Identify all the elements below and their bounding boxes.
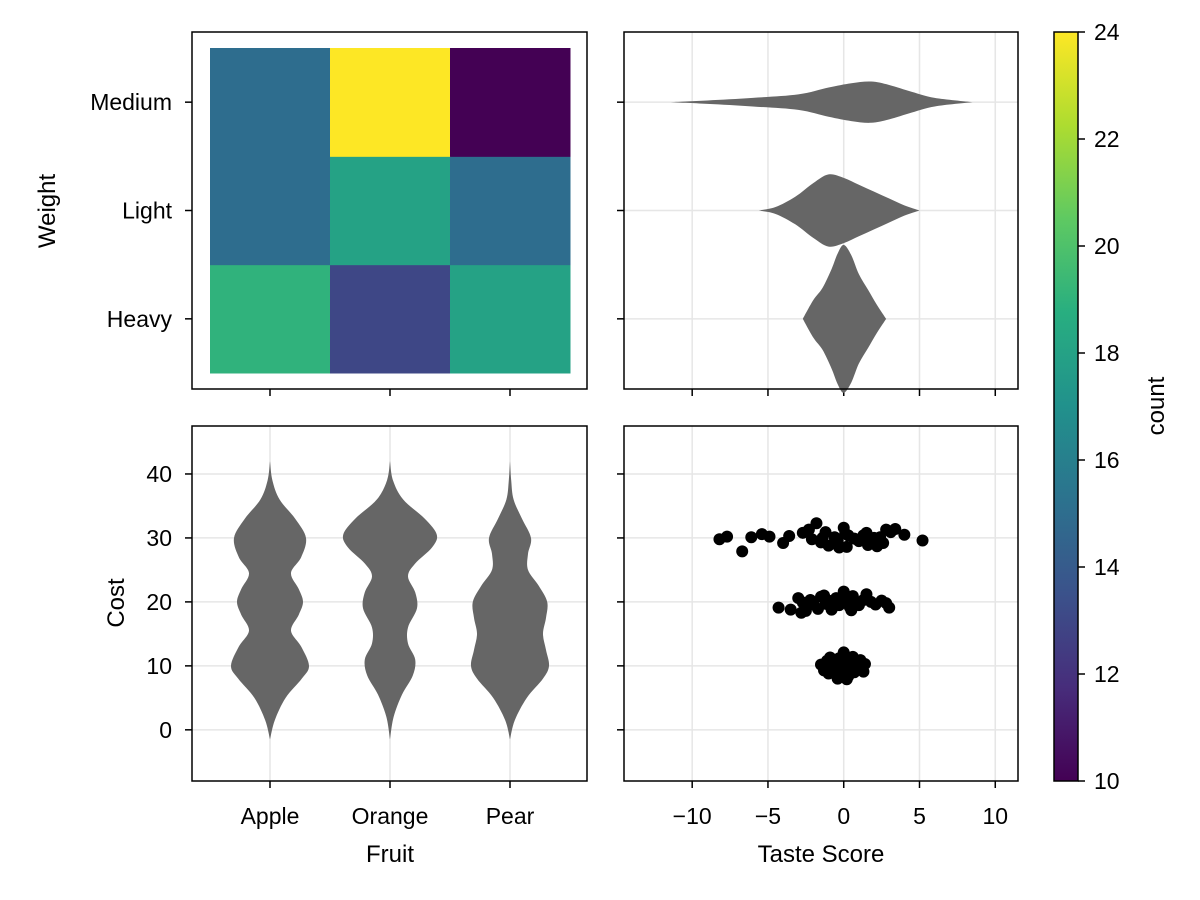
y-tick-label-heavy: Heavy	[107, 306, 173, 332]
x-tick-label: −10	[673, 803, 712, 829]
scatter-point	[810, 517, 823, 530]
cost-axis-label: Cost	[103, 578, 130, 628]
y-tick-label-light: Light	[122, 198, 172, 224]
scatter-point	[858, 657, 871, 670]
scatter-point	[783, 530, 796, 543]
scatter-point	[831, 672, 844, 685]
scatter-frame	[623, 425, 1019, 782]
horizontal-violin-frame	[623, 31, 1019, 390]
x-tick-label-orange: Orange	[352, 803, 429, 829]
vertical-violin-panel: 0 10 20 30 40 Apple Orange Pear	[146, 425, 588, 829]
scatter-point	[805, 533, 818, 546]
scatter-point	[736, 545, 749, 558]
x-tick-label-pear: Pear	[486, 803, 535, 829]
colorbar-tick-label: 20	[1094, 233, 1120, 259]
scatter-point	[916, 534, 929, 547]
violin-pear	[470, 461, 550, 740]
colorbar-tick-label: 18	[1094, 340, 1120, 366]
heatmap-cell-pear-light	[450, 156, 571, 266]
scatter-point	[772, 601, 785, 614]
colorbar-label: count	[1143, 376, 1170, 435]
scatter-point	[745, 531, 758, 544]
scatter-point	[840, 673, 853, 686]
scatter-point	[845, 604, 858, 617]
colorbar-tick-label: 16	[1094, 447, 1120, 473]
violin-orange	[342, 461, 438, 740]
colorbar: 10 12 14 16 18 20 22 24	[1053, 19, 1120, 794]
scatter-point	[822, 539, 835, 552]
heatmap-cell-orange-light	[330, 156, 451, 266]
scatter-point	[889, 522, 902, 535]
weight-axis-label: Weight	[34, 174, 61, 249]
x-tick-label-apple: Apple	[241, 803, 300, 829]
y-tick-label: 40	[146, 461, 172, 487]
fruit-axis-label: Fruit	[366, 841, 414, 868]
heatmap-cell-apple-medium	[210, 48, 331, 157]
scatter-panel: −10 −5 0 5 10	[617, 425, 1019, 829]
scatter-point	[721, 530, 734, 543]
y-tick-label: 10	[146, 653, 172, 679]
x-tick-label: −5	[755, 803, 781, 829]
y-tick-label: 0	[159, 717, 172, 743]
colorbar-tick-label: 22	[1094, 126, 1120, 152]
horizontal-violin-panel	[617, 31, 1019, 396]
colorbar-tick-label: 14	[1094, 554, 1120, 580]
x-tick-label: 0	[837, 803, 850, 829]
colorbar-tick-label: 10	[1094, 768, 1120, 794]
y-tick-label: 30	[146, 525, 172, 551]
heatmap-cell-pear-heavy	[450, 264, 571, 374]
scatter-point	[883, 601, 896, 614]
heatmap-cell-orange-medium	[330, 48, 451, 157]
x-tick-label: 5	[913, 803, 926, 829]
scatter-point	[833, 541, 846, 554]
scatter-point	[763, 530, 776, 543]
scatter-point	[819, 526, 832, 539]
heatmap-cell-apple-heavy	[210, 264, 331, 374]
scatter-point	[784, 603, 797, 616]
violin-light	[758, 174, 920, 247]
taste-score-axis-label: Taste Score	[758, 841, 885, 868]
scatter-point	[824, 651, 837, 664]
vertical-violin-frame	[191, 425, 588, 782]
y-tick-label-medium: Medium	[90, 89, 172, 115]
heatmap-panel: Heavy Light Medium	[90, 31, 588, 396]
violin-apple	[230, 461, 310, 740]
heatmap-cell-apple-light	[210, 156, 331, 266]
scatter-point	[795, 606, 808, 619]
scatter-point	[818, 589, 831, 602]
violin-medium	[669, 81, 973, 123]
scatter-point	[898, 528, 911, 541]
y-tick-label: 20	[146, 589, 172, 615]
violin-heavy	[802, 244, 887, 393]
colorbar-gradient	[1053, 31, 1079, 782]
heatmap-cell-pear-medium	[450, 48, 571, 157]
x-tick-label: 10	[982, 803, 1008, 829]
colorbar-tick-label: 24	[1094, 19, 1120, 45]
heatmap-cell-orange-heavy	[330, 264, 451, 374]
scatter-point	[877, 537, 890, 550]
colorbar-tick-label: 12	[1094, 661, 1120, 687]
